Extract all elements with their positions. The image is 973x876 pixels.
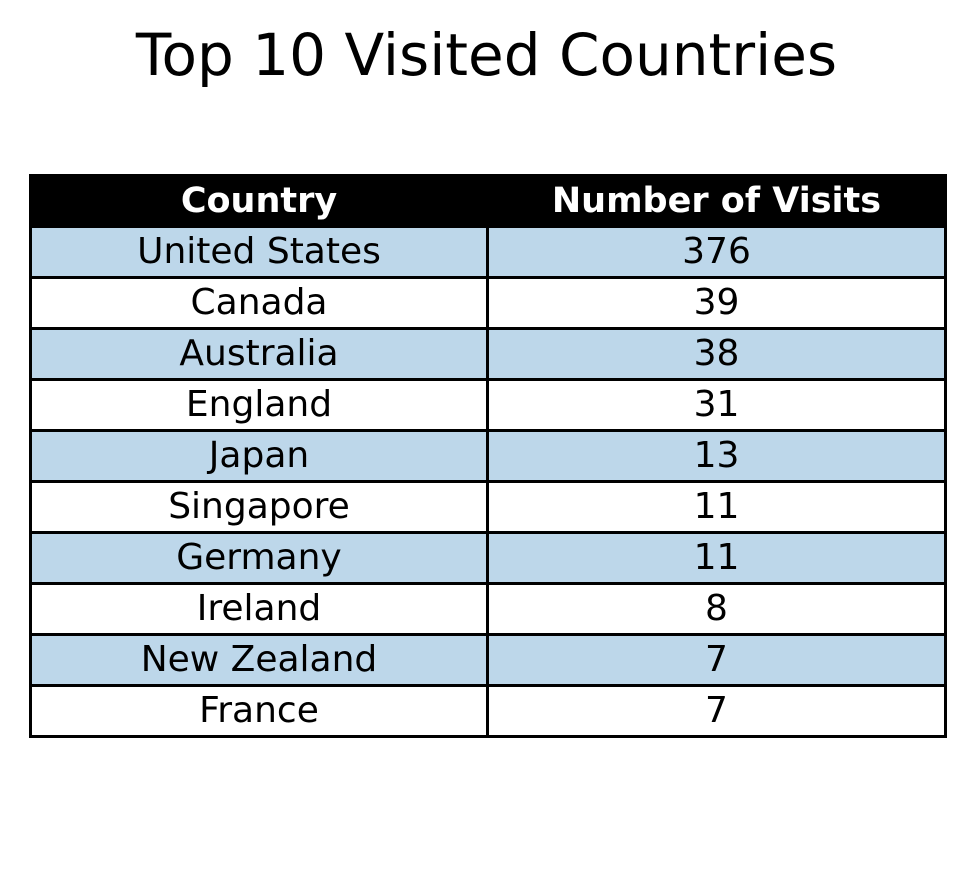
table-row: Germany 11: [29, 531, 947, 585]
table-row: New Zealand 7: [29, 633, 947, 687]
table-row: Singapore 11: [29, 480, 947, 534]
country-cell: Singapore: [29, 480, 489, 534]
visits-table: Country Number of Visits United States 3…: [29, 174, 947, 738]
table-row: France 7: [29, 684, 947, 738]
visits-cell: 39: [486, 276, 947, 330]
country-cell: New Zealand: [29, 633, 489, 687]
country-cell: United States: [29, 225, 489, 279]
column-header-visits: Number of Visits: [486, 174, 947, 228]
country-cell: Australia: [29, 327, 489, 381]
table-row: United States 376: [29, 225, 947, 279]
country-cell: Canada: [29, 276, 489, 330]
chart-title: Top 10 Visited Countries: [135, 21, 838, 89]
table-row: Japan 13: [29, 429, 947, 483]
country-cell: Germany: [29, 531, 489, 585]
table-row: Australia 38: [29, 327, 947, 381]
country-cell: England: [29, 378, 489, 432]
table-row: Canada 39: [29, 276, 947, 330]
visits-cell: 8: [486, 582, 947, 636]
visits-cell: 31: [486, 378, 947, 432]
column-header-country: Country: [29, 174, 489, 228]
visits-cell: 38: [486, 327, 947, 381]
country-cell: Ireland: [29, 582, 489, 636]
table-header-row: Country Number of Visits: [29, 174, 947, 228]
visits-cell: 11: [486, 531, 947, 585]
visits-cell: 376: [486, 225, 947, 279]
visits-cell: 13: [486, 429, 947, 483]
country-cell: Japan: [29, 429, 489, 483]
table-row: England 31: [29, 378, 947, 432]
table-row: Ireland 8: [29, 582, 947, 636]
table-body: United States 376 Canada 39 Australia 38…: [29, 225, 947, 738]
visits-cell: 11: [486, 480, 947, 534]
visits-cell: 7: [486, 684, 947, 738]
visits-table-container: Country Number of Visits United States 3…: [29, 174, 947, 738]
country-cell: France: [29, 684, 489, 738]
visits-cell: 7: [486, 633, 947, 687]
